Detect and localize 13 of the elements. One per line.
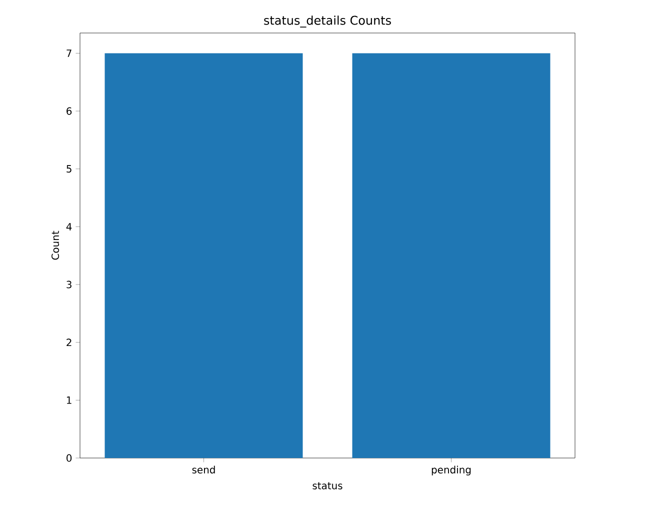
- y-tick-label: 5: [66, 165, 72, 173]
- chart-title: status_details Counts: [264, 16, 391, 28]
- x-tick-label: pending: [432, 466, 471, 476]
- y-tick-label: 4: [66, 223, 72, 230]
- x-tick-label: send: [192, 466, 215, 474]
- y-tick-label: 7: [66, 50, 72, 57]
- y-tick-label: 6: [66, 107, 72, 115]
- y-tick-label: 0: [66, 454, 72, 462]
- y-axis-title: Count: [52, 230, 60, 260]
- x-axis-title: status: [312, 482, 342, 490]
- y-tick-label: 3: [66, 280, 72, 288]
- y-tick-label: 2: [66, 338, 72, 346]
- y-tick-label: 1: [66, 396, 72, 404]
